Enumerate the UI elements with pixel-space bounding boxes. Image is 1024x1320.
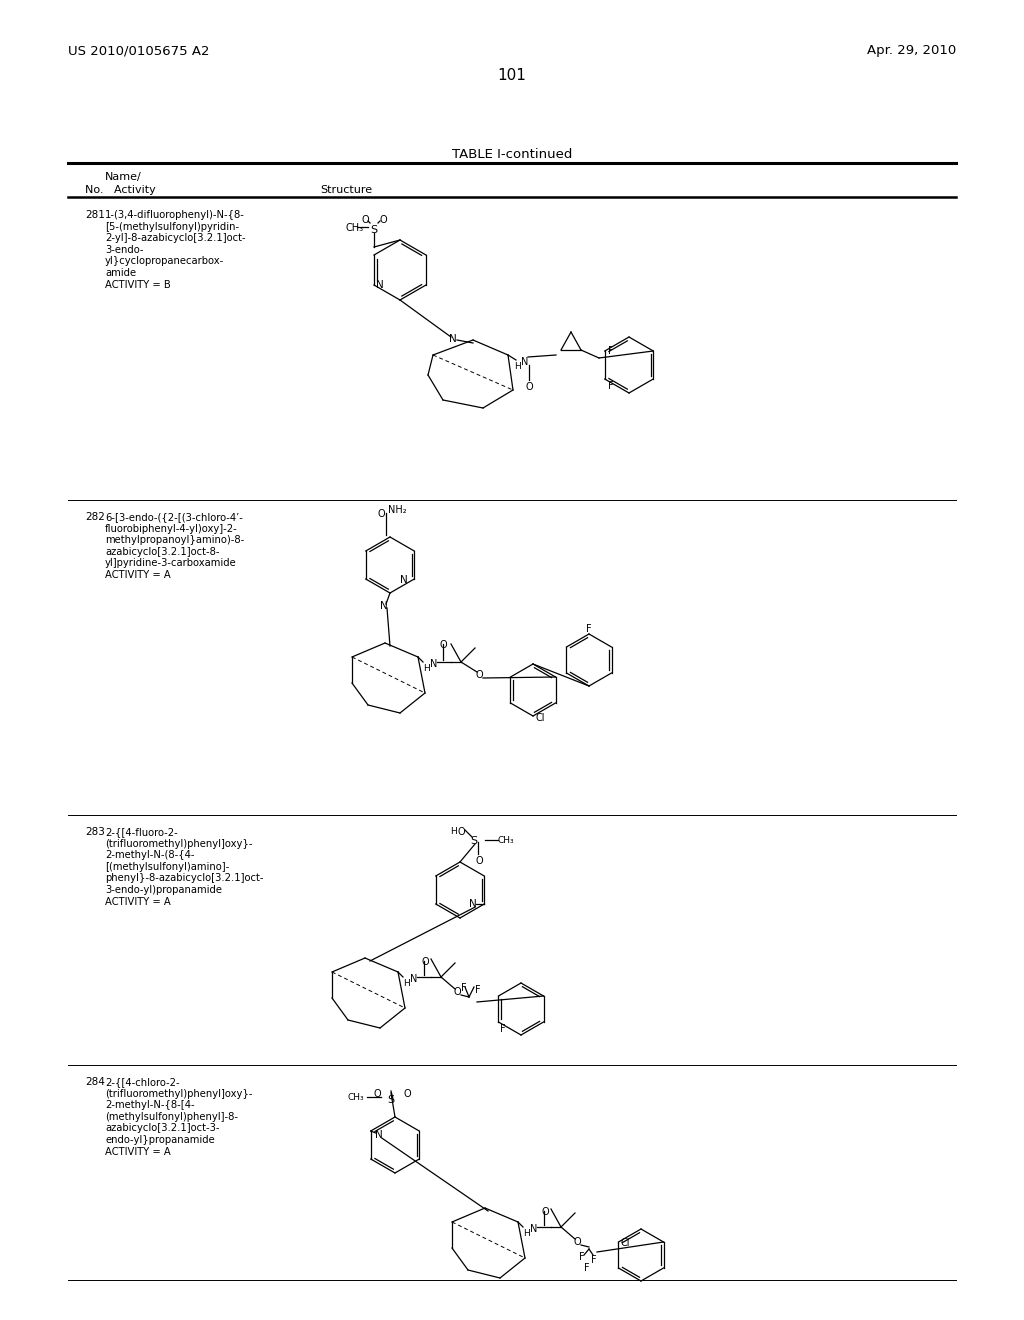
Text: No.   Activity: No. Activity bbox=[85, 185, 156, 195]
Text: 6-[3-endo-({2-[(3-chloro-4’-
fluorobiphenyl-4-yl)oxy]-2-
methylpropanoyl}amino)-: 6-[3-endo-({2-[(3-chloro-4’- fluorobiphe… bbox=[105, 512, 245, 579]
Text: 1-(3,4-difluorophenyl)-N-{8-
[5-(methylsulfonyl)pyridin-
2-yl]-8-azabicyclo[3.2.: 1-(3,4-difluorophenyl)-N-{8- [5-(methyls… bbox=[105, 210, 246, 289]
Text: O: O bbox=[403, 1089, 411, 1100]
Text: F: F bbox=[579, 1251, 585, 1262]
Text: N: N bbox=[375, 1130, 383, 1140]
Text: Name/: Name/ bbox=[105, 172, 141, 182]
Text: O: O bbox=[526, 381, 534, 392]
Text: F: F bbox=[461, 983, 467, 993]
Text: 281: 281 bbox=[85, 210, 104, 220]
Text: S: S bbox=[470, 836, 477, 846]
Text: N: N bbox=[380, 601, 388, 611]
Text: F: F bbox=[586, 624, 592, 634]
Text: F: F bbox=[608, 381, 613, 391]
Text: Cl: Cl bbox=[535, 713, 545, 723]
Text: NH₂: NH₂ bbox=[388, 506, 407, 515]
Text: N: N bbox=[410, 974, 418, 983]
Text: N: N bbox=[521, 356, 528, 367]
Text: CH₃: CH₃ bbox=[347, 1093, 364, 1102]
Text: H: H bbox=[423, 664, 430, 673]
Text: O: O bbox=[373, 1089, 381, 1100]
Text: O: O bbox=[421, 957, 429, 968]
Text: H: H bbox=[403, 979, 410, 987]
Text: H: H bbox=[450, 828, 457, 836]
Text: 284: 284 bbox=[85, 1077, 104, 1086]
Text: S: S bbox=[371, 224, 378, 235]
Text: Structure: Structure bbox=[319, 185, 372, 195]
Text: N: N bbox=[430, 659, 437, 669]
Text: O: O bbox=[458, 828, 466, 837]
Text: N: N bbox=[469, 899, 477, 909]
Text: F: F bbox=[584, 1263, 590, 1272]
Text: S: S bbox=[387, 1096, 394, 1105]
Text: Cl: Cl bbox=[621, 1238, 630, 1247]
Text: CH₃: CH₃ bbox=[498, 836, 515, 845]
Text: O: O bbox=[574, 1237, 582, 1247]
Text: N: N bbox=[376, 280, 384, 290]
Text: O: O bbox=[454, 987, 462, 997]
Text: Apr. 29, 2010: Apr. 29, 2010 bbox=[866, 44, 956, 57]
Text: F: F bbox=[501, 1024, 506, 1034]
Text: O: O bbox=[361, 215, 369, 224]
Text: 283: 283 bbox=[85, 828, 104, 837]
Text: F: F bbox=[608, 346, 613, 356]
Text: TABLE I-continued: TABLE I-continued bbox=[452, 148, 572, 161]
Text: F: F bbox=[475, 985, 480, 995]
Text: N: N bbox=[449, 334, 457, 345]
Text: H: H bbox=[523, 1229, 529, 1238]
Text: N: N bbox=[400, 576, 408, 585]
Text: 101: 101 bbox=[498, 69, 526, 83]
Text: 2-{[4-chloro-2-
(trifluoromethyl)phenyl]oxy}-
2-methyl-N-{8-[4-
(methylsulfonyl): 2-{[4-chloro-2- (trifluoromethyl)phenyl]… bbox=[105, 1077, 253, 1156]
Text: N: N bbox=[530, 1224, 538, 1234]
Text: O: O bbox=[541, 1206, 549, 1217]
Text: CH₃: CH₃ bbox=[345, 223, 364, 234]
Text: O: O bbox=[476, 671, 483, 680]
Text: H: H bbox=[514, 362, 521, 371]
Text: O: O bbox=[378, 510, 386, 519]
Text: O: O bbox=[475, 855, 482, 866]
Text: O: O bbox=[379, 215, 387, 224]
Text: 282: 282 bbox=[85, 512, 104, 521]
Text: O: O bbox=[440, 640, 447, 649]
Text: US 2010/0105675 A2: US 2010/0105675 A2 bbox=[68, 44, 210, 57]
Text: F: F bbox=[591, 1255, 597, 1265]
Text: 2-{[4-fluoro-2-
(trifluoromethyl)phenyl]oxy}-
2-methyl-N-(8-{4-
[(methylsulfonyl: 2-{[4-fluoro-2- (trifluoromethyl)phenyl]… bbox=[105, 828, 263, 907]
